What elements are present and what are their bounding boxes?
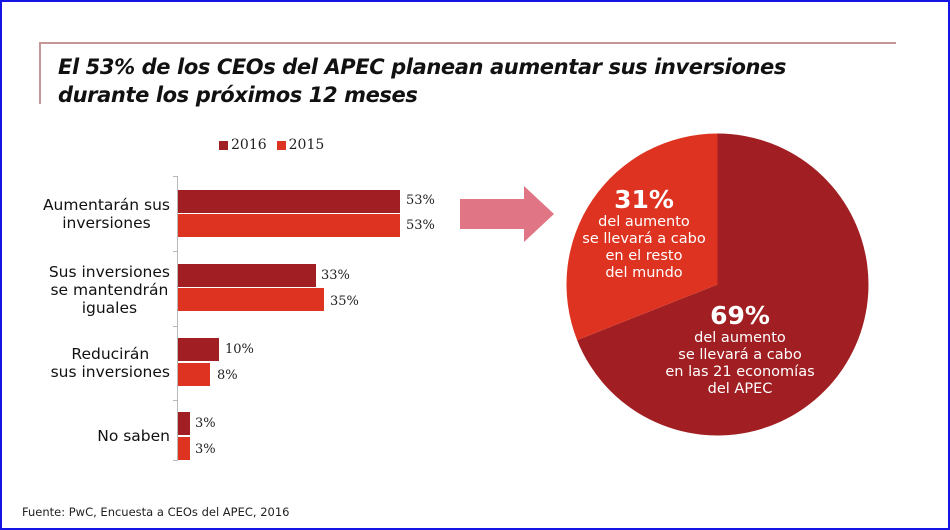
title-line-1: El 53% de los CEOs del APEC planean aume… (58, 55, 786, 79)
pie-pct-apec: 69% (710, 301, 770, 330)
pie-label-rest: 31% del aumento se llevará a cabo en el … (566, 186, 722, 282)
category-label-line: iguales (81, 299, 138, 317)
category-label-mantendran: Sus inversiones se mantendrán iguales (49, 263, 170, 317)
pie-label-line: del APEC (707, 381, 773, 397)
pie-label-line: del aumento (694, 330, 786, 346)
category-label-line: Reducirán (71, 345, 150, 363)
category-label-line: sus inversiones (50, 363, 170, 381)
pie-label-line: del aumento (598, 214, 690, 230)
axis-tick (173, 326, 177, 327)
title-frame-line (39, 42, 896, 104)
pie-label-line: en el resto (605, 248, 683, 264)
value-label: 10% (225, 342, 254, 357)
pie-slice-apec (577, 133, 869, 436)
bar-no-saben-2016 (178, 412, 190, 435)
axis-tick (173, 251, 177, 252)
bar-no-saben-2015 (178, 437, 190, 460)
bar-mantendran-2015 (178, 288, 324, 311)
chart-title: El 53% de los CEOs del APEC planean aume… (58, 53, 786, 109)
value-label: 53% (406, 218, 435, 233)
category-label-aumentaran: Aumentarán sus inversiones (43, 196, 170, 232)
pie-label-apec: 69% del aumento se llevará a cabo en las… (630, 302, 850, 398)
value-label: 8% (217, 368, 238, 383)
bar-aumentaran-2015 (178, 214, 400, 237)
category-label-reduciran: Reducirán sus inversiones (51, 345, 170, 381)
value-label: 3% (195, 442, 216, 457)
value-label: 53% (406, 193, 435, 208)
value-label: 35% (330, 294, 359, 309)
category-label-line: Aumentarán sus (42, 196, 170, 214)
arrow-right-icon (460, 186, 554, 242)
category-axis (177, 176, 178, 461)
pie-pct-rest: 31% (614, 185, 674, 214)
category-label-line: No saben (97, 427, 170, 445)
legend-swatch-2015 (276, 140, 286, 150)
category-label-line: se mantendrán (50, 281, 169, 299)
category-label-no-saben: No saben (97, 427, 170, 445)
bar-reduciran-2016 (178, 338, 219, 361)
axis-tick (173, 176, 177, 177)
pie-label-line: en las 21 economías (665, 364, 815, 380)
bar-aumentaran-2016 (178, 190, 400, 213)
legend-label-2015: 2015 (288, 137, 325, 153)
legend-item-2016: 2016 (219, 137, 267, 153)
legend-item-2015: 2015 (276, 137, 325, 153)
category-label-line: Sus inversiones (48, 263, 170, 281)
category-label-line: inversiones (62, 214, 151, 232)
value-label: 3% (195, 416, 216, 431)
title-line-2: durante los próximos 12 meses (58, 83, 418, 107)
pie-label-line: del mundo (605, 265, 683, 281)
bar-mantendran-2016 (178, 264, 316, 287)
pie-slice-rest (566, 133, 718, 341)
pie-chart (566, 133, 869, 436)
bar-reduciran-2015 (178, 363, 210, 386)
source-note: Fuente: PwC, Encuesta a CEOs del APEC, 2… (22, 505, 290, 519)
legend-swatch-2016 (219, 140, 228, 150)
pie-label-line: se llevará a cabo (678, 347, 802, 363)
pie-label-line: se llevará a cabo (582, 231, 706, 247)
legend: 2016 2015 (219, 137, 334, 153)
axis-tick (173, 460, 177, 461)
axis-tick (173, 400, 177, 401)
legend-label-2016: 2016 (231, 137, 267, 153)
value-label: 33% (321, 268, 350, 283)
